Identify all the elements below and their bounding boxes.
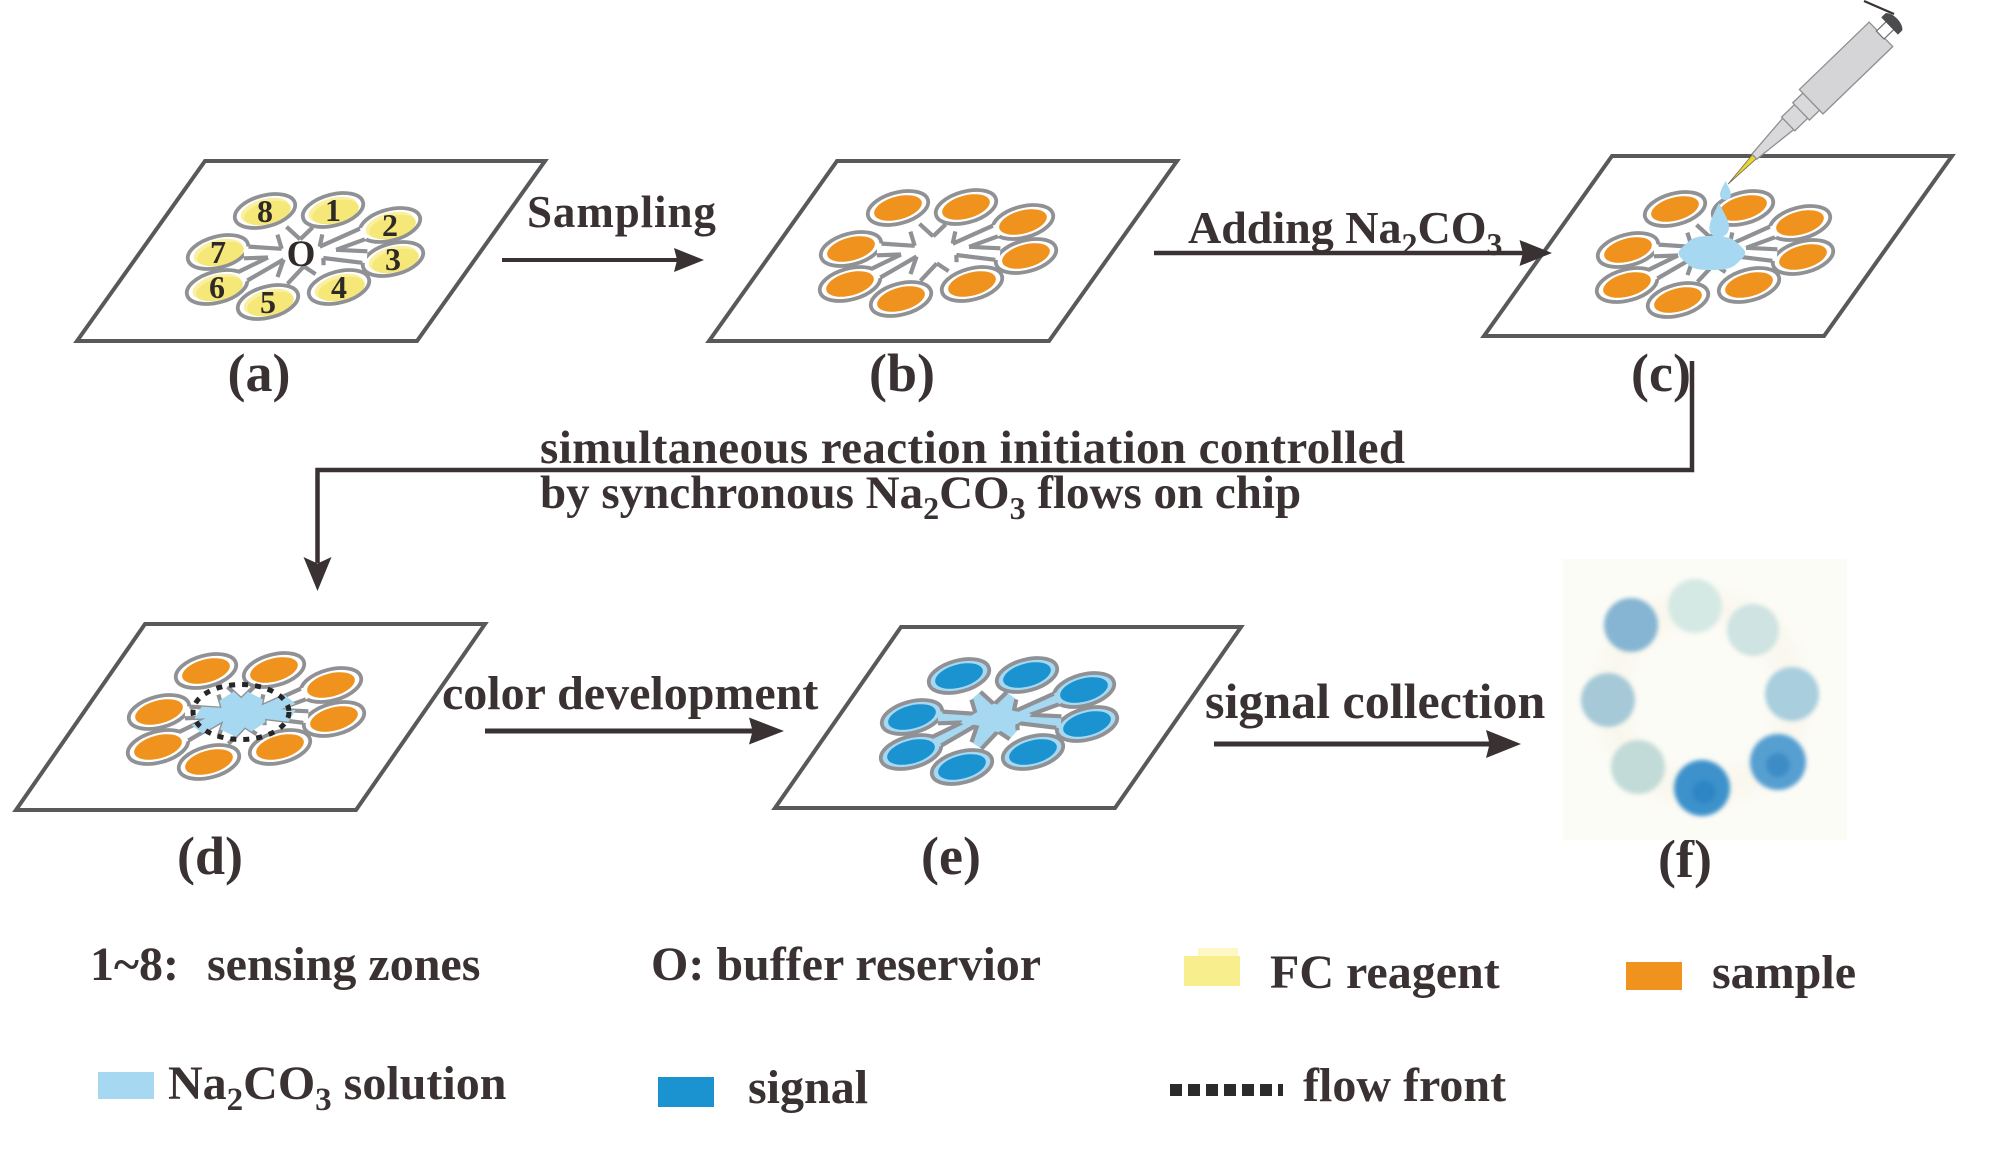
- svg-text:2: 2: [382, 207, 398, 243]
- svg-text:4: 4: [331, 269, 347, 305]
- svg-text:sample: sample: [1712, 946, 1856, 999]
- svg-text:7: 7: [210, 234, 226, 270]
- svg-text:signal: signal: [748, 1061, 868, 1114]
- svg-text:sensing zones: sensing zones: [207, 938, 480, 991]
- svg-text:(d): (d): [177, 826, 243, 886]
- svg-text:by synchronous Na2CO3 flows on: by synchronous Na2CO3 flows on chip: [540, 467, 1301, 526]
- svg-text:O: buffer reservior: O: buffer reservior: [651, 938, 1041, 991]
- svg-text:8: 8: [257, 193, 273, 229]
- svg-text:color development: color development: [442, 667, 818, 720]
- svg-text:(a): (a): [228, 343, 291, 403]
- svg-text:(c): (c): [1631, 343, 1691, 403]
- svg-text:(b): (b): [869, 343, 935, 403]
- svg-text:O: O: [287, 234, 316, 275]
- svg-text:flow front: flow front: [1303, 1059, 1506, 1112]
- svg-text::: :: [163, 938, 179, 991]
- svg-text:6: 6: [209, 269, 225, 305]
- svg-text:5: 5: [260, 284, 276, 320]
- svg-text:3: 3: [385, 241, 401, 277]
- svg-text:signal collection: signal collection: [1205, 673, 1545, 729]
- svg-text:FC reagent: FC reagent: [1270, 946, 1500, 999]
- svg-text:Sampling: Sampling: [527, 187, 717, 237]
- svg-text:1: 1: [325, 192, 341, 228]
- svg-text:1~8: 1~8: [90, 938, 163, 991]
- svg-text:(e): (e): [921, 826, 981, 886]
- svg-text:Na2CO3 solution: Na2CO3 solution: [168, 1057, 506, 1118]
